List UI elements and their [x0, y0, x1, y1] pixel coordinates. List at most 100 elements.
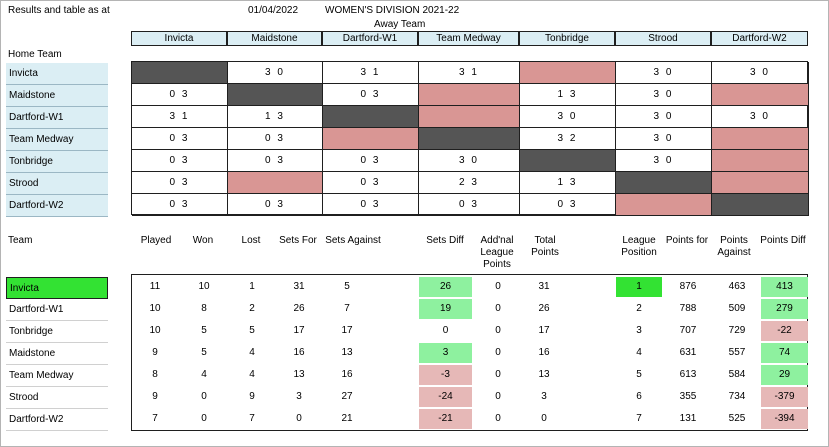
home-team-cell: Strood: [6, 173, 108, 195]
league-cell-position: 7: [636, 413, 642, 424]
league-cell-sets-for: 13: [293, 369, 305, 380]
result-cell: 0 3: [132, 84, 228, 106]
league-cell-position: 3: [636, 325, 642, 336]
home-team-cell: Maidstone: [6, 85, 108, 107]
league-cell-total: 26: [538, 303, 550, 314]
league-column-header: Sets Diff: [426, 235, 464, 246]
league-cell-points-against: 557: [728, 347, 746, 358]
league-cell-played: 11: [149, 281, 161, 292]
league-cell-points-for: 631: [679, 347, 697, 358]
league-cell-lost: 1: [249, 281, 255, 292]
result-cell: 3 0: [712, 106, 809, 128]
result-cell: 3 0: [616, 84, 712, 106]
league-cell-sets-against: 21: [341, 413, 353, 424]
league-cell-position: 5: [636, 369, 642, 380]
league-column-header: Add'nal League Points: [480, 235, 514, 270]
league-cell-won: 0: [201, 413, 207, 424]
league-cell-won: 5: [201, 347, 207, 358]
league-column-header: Points for: [665, 235, 709, 246]
league-cell-total: 16: [538, 347, 550, 358]
league-cell-sets-for: 16: [293, 347, 305, 358]
league-table: 11 10 1 31 5 26 0 31 1 876 463 413 10 8 2 26 7 19 0 26 2 788 5…: [131, 274, 808, 431]
result-cell: 0 3: [228, 194, 323, 216]
result-cell: 0 3: [419, 194, 520, 216]
league-column-header: Total Points: [531, 235, 559, 258]
result-cell: [323, 128, 419, 150]
result-cell: [712, 84, 809, 106]
home-team-cell: Tonbridge: [6, 151, 108, 173]
result-cell: 0 3: [228, 128, 323, 150]
league-cell-position: 1: [616, 277, 662, 297]
league-cell-sets-against: 27: [341, 391, 353, 402]
league-cell-sets-against: 7: [344, 303, 350, 314]
league-cell-sets-for: 31: [293, 281, 305, 292]
league-cell-points-diff: -379: [761, 387, 808, 407]
league-column-header: Played: [140, 235, 172, 246]
result-cell: [712, 172, 809, 194]
division-title: WOMEN'S DIVISION 2021-22: [325, 5, 460, 16]
league-cell-points-against: 734: [728, 391, 746, 402]
team-column-header: Team: [8, 235, 33, 246]
result-cell: 3 0: [520, 106, 616, 128]
league-cell-points-for: 355: [679, 391, 697, 402]
league-cell-addnl: 0: [495, 369, 501, 380]
caption: Results and table as at: [8, 5, 110, 16]
result-cell: [712, 194, 809, 216]
league-cell-lost: 2: [249, 303, 255, 314]
league-cell-total: 3: [541, 391, 547, 402]
result-cell: [228, 84, 323, 106]
result-cell: 0 3: [132, 172, 228, 194]
result-cell: 0 3: [323, 194, 419, 216]
result-cell: [712, 150, 809, 172]
league-cell-points-for: 707: [679, 325, 697, 336]
league-cell-sets-for: 3: [296, 391, 302, 402]
league-cell-sets-against: 13: [341, 347, 353, 358]
league-cell-played: 10: [149, 325, 161, 336]
league-team-cell: Dartford-W1: [6, 299, 108, 321]
result-cell: [616, 194, 712, 216]
league-cell-sets-for: 0: [296, 413, 302, 424]
league-cell-addnl: 0: [495, 281, 501, 292]
league-cell-points-diff: 413: [761, 277, 808, 297]
league-team-cell: Maidstone: [6, 343, 108, 365]
league-cell-sets-diff: -21: [419, 409, 472, 429]
result-cell: 0 3: [323, 150, 419, 172]
league-cell-points-against: 584: [728, 369, 746, 380]
league-cell-played: 9: [152, 391, 158, 402]
result-cell: [520, 150, 616, 172]
league-cell-points-for: 876: [679, 281, 697, 292]
league-cell-total: 13: [538, 369, 550, 380]
league-column-header: Sets Against: [325, 235, 381, 246]
league-cell-played: 8: [152, 369, 158, 380]
league-cell-played: 10: [149, 303, 161, 314]
league-team-cell: Tonbridge: [6, 321, 108, 343]
result-cell: [419, 106, 520, 128]
result-cell: 1 3: [520, 84, 616, 106]
league-column-header: League Position: [621, 235, 657, 258]
league-cell-position: 6: [636, 391, 642, 402]
league-team-cell: Team Medway: [6, 365, 108, 387]
league-cell-addnl: 0: [495, 325, 501, 336]
league-cell-lost: 5: [249, 325, 255, 336]
result-cell: 3 0: [228, 62, 323, 84]
league-cell-points-against: 729: [728, 325, 746, 336]
result-cell: 0 3: [132, 194, 228, 216]
league-cell-position: 4: [636, 347, 642, 358]
league-cell-sets-against: 5: [344, 281, 350, 292]
league-cell-won: 8: [201, 303, 207, 314]
league-cell-points-for: 613: [679, 369, 697, 380]
league-cell-position: 2: [636, 303, 642, 314]
result-cell: 3 0: [616, 62, 712, 84]
result-cell: 3 0: [419, 150, 520, 172]
league-cell-sets-diff: 3: [419, 343, 472, 363]
league-cell-points-diff: 279: [761, 299, 808, 319]
league-cell-won: 4: [201, 369, 207, 380]
league-cell-won: 10: [198, 281, 210, 292]
league-team-cell: Strood: [6, 387, 108, 409]
result-cell: 3 0: [616, 150, 712, 172]
result-cell: 0 3: [132, 150, 228, 172]
result-cell: [228, 172, 323, 194]
league-cell-total: 0: [541, 413, 547, 424]
result-cell: [712, 128, 809, 150]
